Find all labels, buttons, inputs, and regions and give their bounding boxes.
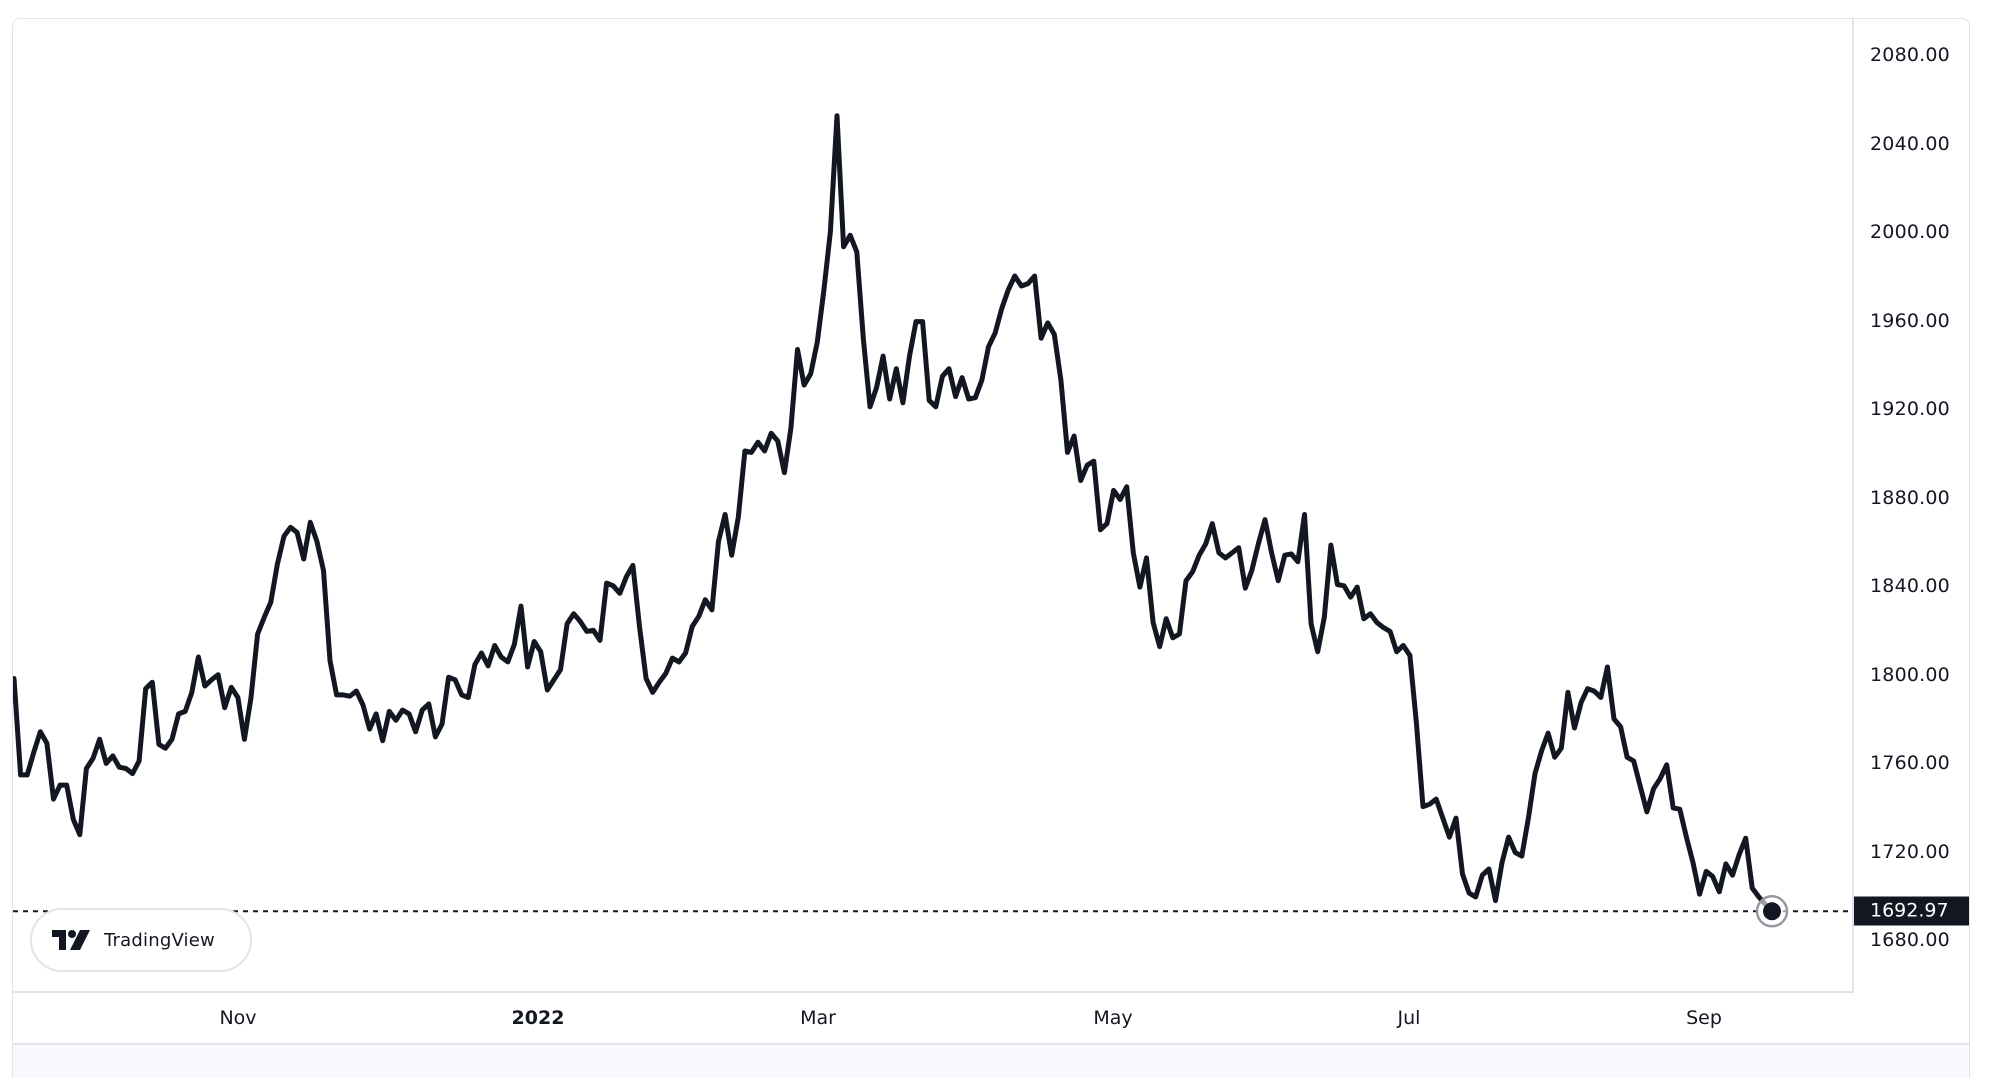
time-tick-label: Jul: [1397, 1007, 1421, 1029]
price-line-chart[interactable]: [13, 19, 1852, 991]
tradingview-logo[interactable]: TradingView: [30, 908, 252, 972]
time-tick-label: May: [1093, 1007, 1133, 1029]
time-tick-label: 2022: [511, 1007, 565, 1029]
bottom-toolbar-area: [13, 1045, 1969, 1078]
chart-widget: TradingView 1680.00 1720.00 1760.00 1800.00…: [12, 18, 1970, 1078]
last-point-dot-icon: [1763, 902, 1781, 921]
price-tick-label: 2040.00: [1870, 132, 1950, 155]
time-axis[interactable]: Nov 2022 Mar May Jul Sep: [13, 993, 1969, 1045]
time-tick-label: Nov: [219, 1007, 257, 1029]
time-tick-label: Sep: [1686, 1007, 1722, 1029]
price-tick-label: 2080.00: [1870, 44, 1950, 66]
tradingview-logo-text: TradingView: [104, 929, 215, 951]
price-tick-label: 1840.00: [1870, 575, 1950, 597]
last-price-label: 1692.97: [1854, 896, 1969, 926]
price-line: [13, 113, 1775, 914]
plot-area[interactable]: TradingView: [13, 19, 1854, 993]
price-tick-label: 1880.00: [1870, 486, 1950, 509]
price-tick-label: 1680.00: [1870, 929, 1950, 951]
price-tick-label: 1760.00: [1870, 752, 1950, 774]
price-tick-label: 1800.00: [1870, 663, 1950, 686]
tradingview-logo-icon: [52, 930, 90, 950]
price-tick-label: 1920.00: [1870, 398, 1950, 420]
time-tick-label: Mar: [800, 1007, 836, 1029]
price-tick-label: 2000.00: [1870, 221, 1950, 243]
price-tick-label: 1960.00: [1870, 309, 1950, 332]
price-tick-label: 1720.00: [1870, 840, 1950, 863]
price-axis[interactable]: 1680.00 1720.00 1760.00 1800.00 1840.00 1880.…: [1854, 19, 1969, 991]
